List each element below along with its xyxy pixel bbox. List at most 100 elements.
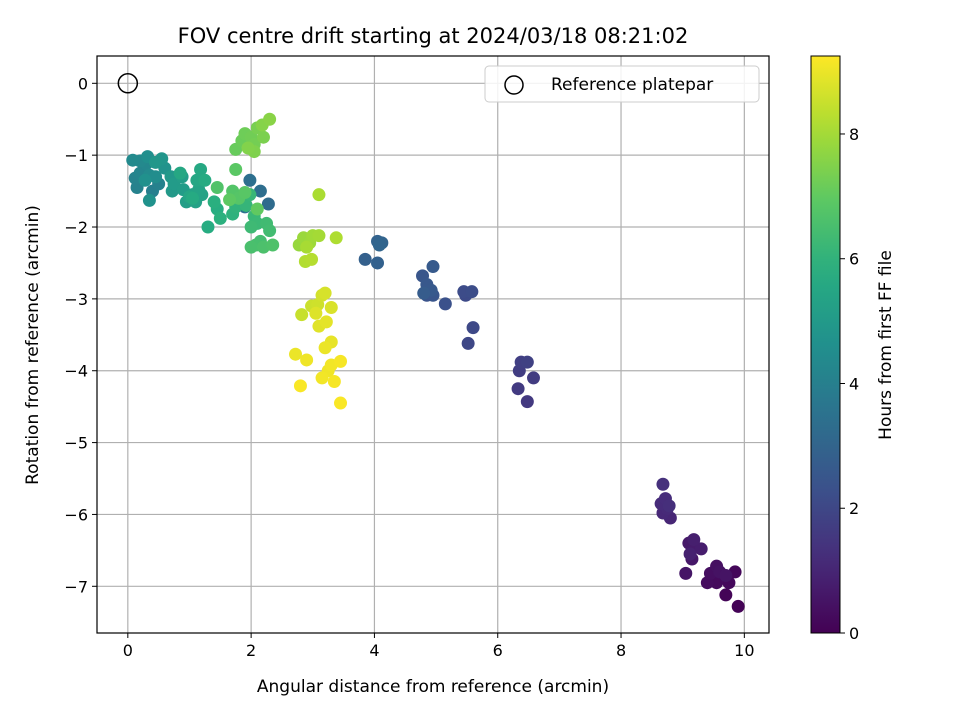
colorbar-tick-label: 6	[849, 250, 859, 269]
points-layer	[126, 112, 745, 613]
data-point	[253, 184, 267, 198]
data-point	[465, 285, 479, 299]
data-point	[687, 533, 701, 547]
data-point	[263, 112, 277, 126]
data-point	[324, 300, 338, 314]
data-point	[719, 569, 733, 583]
plot-frame	[96, 55, 770, 634]
y-tick-label: −3	[64, 290, 88, 309]
data-point	[210, 180, 224, 194]
colorbar-tick-label: 8	[849, 125, 859, 144]
data-point	[244, 220, 258, 234]
data-point	[266, 238, 280, 252]
data-point	[315, 371, 329, 385]
data-point	[300, 353, 314, 367]
legend-label: Reference platepar	[551, 75, 713, 95]
legend-marker-icon	[504, 75, 524, 95]
data-point	[263, 224, 277, 238]
data-point	[213, 211, 227, 225]
data-point	[656, 477, 670, 491]
legend-box	[484, 65, 760, 103]
data-point	[417, 286, 431, 300]
data-point	[520, 355, 534, 369]
x-tick-label: 8	[616, 641, 626, 660]
data-point	[683, 547, 697, 561]
y-tick-label: 0	[78, 74, 88, 93]
data-point	[662, 499, 676, 513]
colorbar-gradient	[810, 55, 841, 634]
data-point	[694, 542, 708, 556]
data-point	[305, 252, 319, 266]
data-point	[679, 566, 693, 580]
colorbar-ticks: 0 2 4 6 8	[840, 125, 859, 643]
data-point	[241, 141, 255, 155]
data-point	[229, 163, 243, 177]
data-point	[358, 252, 372, 266]
x-tick-label: 2	[246, 641, 256, 660]
data-point	[526, 371, 540, 385]
data-point	[327, 375, 341, 389]
reference-layer	[117, 73, 139, 94]
data-point	[371, 256, 385, 270]
data-point	[138, 173, 152, 187]
data-point	[194, 163, 208, 177]
y-tick-label: −4	[64, 362, 88, 381]
x-axis-label: Angular distance from reference (arcmin)	[257, 677, 609, 697]
data-point	[238, 186, 252, 200]
data-point	[731, 599, 745, 613]
data-point	[261, 197, 275, 211]
data-point	[309, 306, 323, 320]
data-point	[312, 188, 326, 202]
data-point	[250, 202, 264, 216]
y-tick-label: −1	[64, 146, 88, 165]
chart-title: FOV centre drift starting at 2024/03/18 …	[178, 24, 689, 48]
x-tick-label: 0	[123, 641, 133, 660]
data-point	[256, 130, 270, 144]
data-point	[318, 341, 332, 355]
data-point	[719, 588, 733, 602]
data-point	[201, 220, 215, 234]
data-point	[334, 354, 348, 368]
data-point	[149, 155, 163, 169]
data-point	[312, 229, 326, 243]
x-ticks: 0 2 4 6 8 10	[123, 633, 755, 660]
data-point	[207, 195, 221, 209]
data-point	[198, 173, 212, 187]
data-point	[461, 336, 475, 350]
data-point	[300, 240, 314, 254]
x-tick-label: 6	[493, 641, 503, 660]
data-point	[186, 191, 200, 205]
y-tick-label: −5	[64, 434, 88, 453]
y-axis-label: Rotation from reference (arcmin)	[23, 205, 43, 485]
data-point	[426, 260, 440, 274]
data-point	[244, 240, 258, 254]
data-point	[126, 153, 140, 167]
colorbar-tick-label: 4	[849, 374, 859, 393]
data-point	[293, 379, 307, 393]
colorbar: 0 2 4 6 8 Hours from first FF file	[810, 55, 896, 643]
data-point	[438, 297, 452, 311]
data-point	[710, 576, 724, 590]
data-point	[289, 347, 303, 361]
data-point	[223, 193, 237, 207]
data-point	[142, 193, 156, 207]
data-point	[511, 382, 525, 396]
data-point	[334, 396, 348, 410]
y-ticks: 0 −1 −2 −3 −4 −5 −6 −7	[64, 74, 97, 596]
y-tick-label: −2	[64, 218, 88, 237]
data-point	[149, 170, 163, 184]
data-point	[319, 315, 333, 329]
legend: Reference platepar	[484, 65, 760, 103]
y-tick-label: −6	[64, 505, 88, 524]
data-point	[243, 173, 257, 187]
reference-platepar-marker	[117, 73, 139, 94]
data-point	[173, 166, 187, 180]
data-point	[329, 231, 343, 245]
colorbar-tick-label: 0	[849, 624, 859, 643]
data-point	[466, 321, 480, 335]
x-tick-label: 4	[369, 641, 379, 660]
data-point	[520, 395, 534, 409]
